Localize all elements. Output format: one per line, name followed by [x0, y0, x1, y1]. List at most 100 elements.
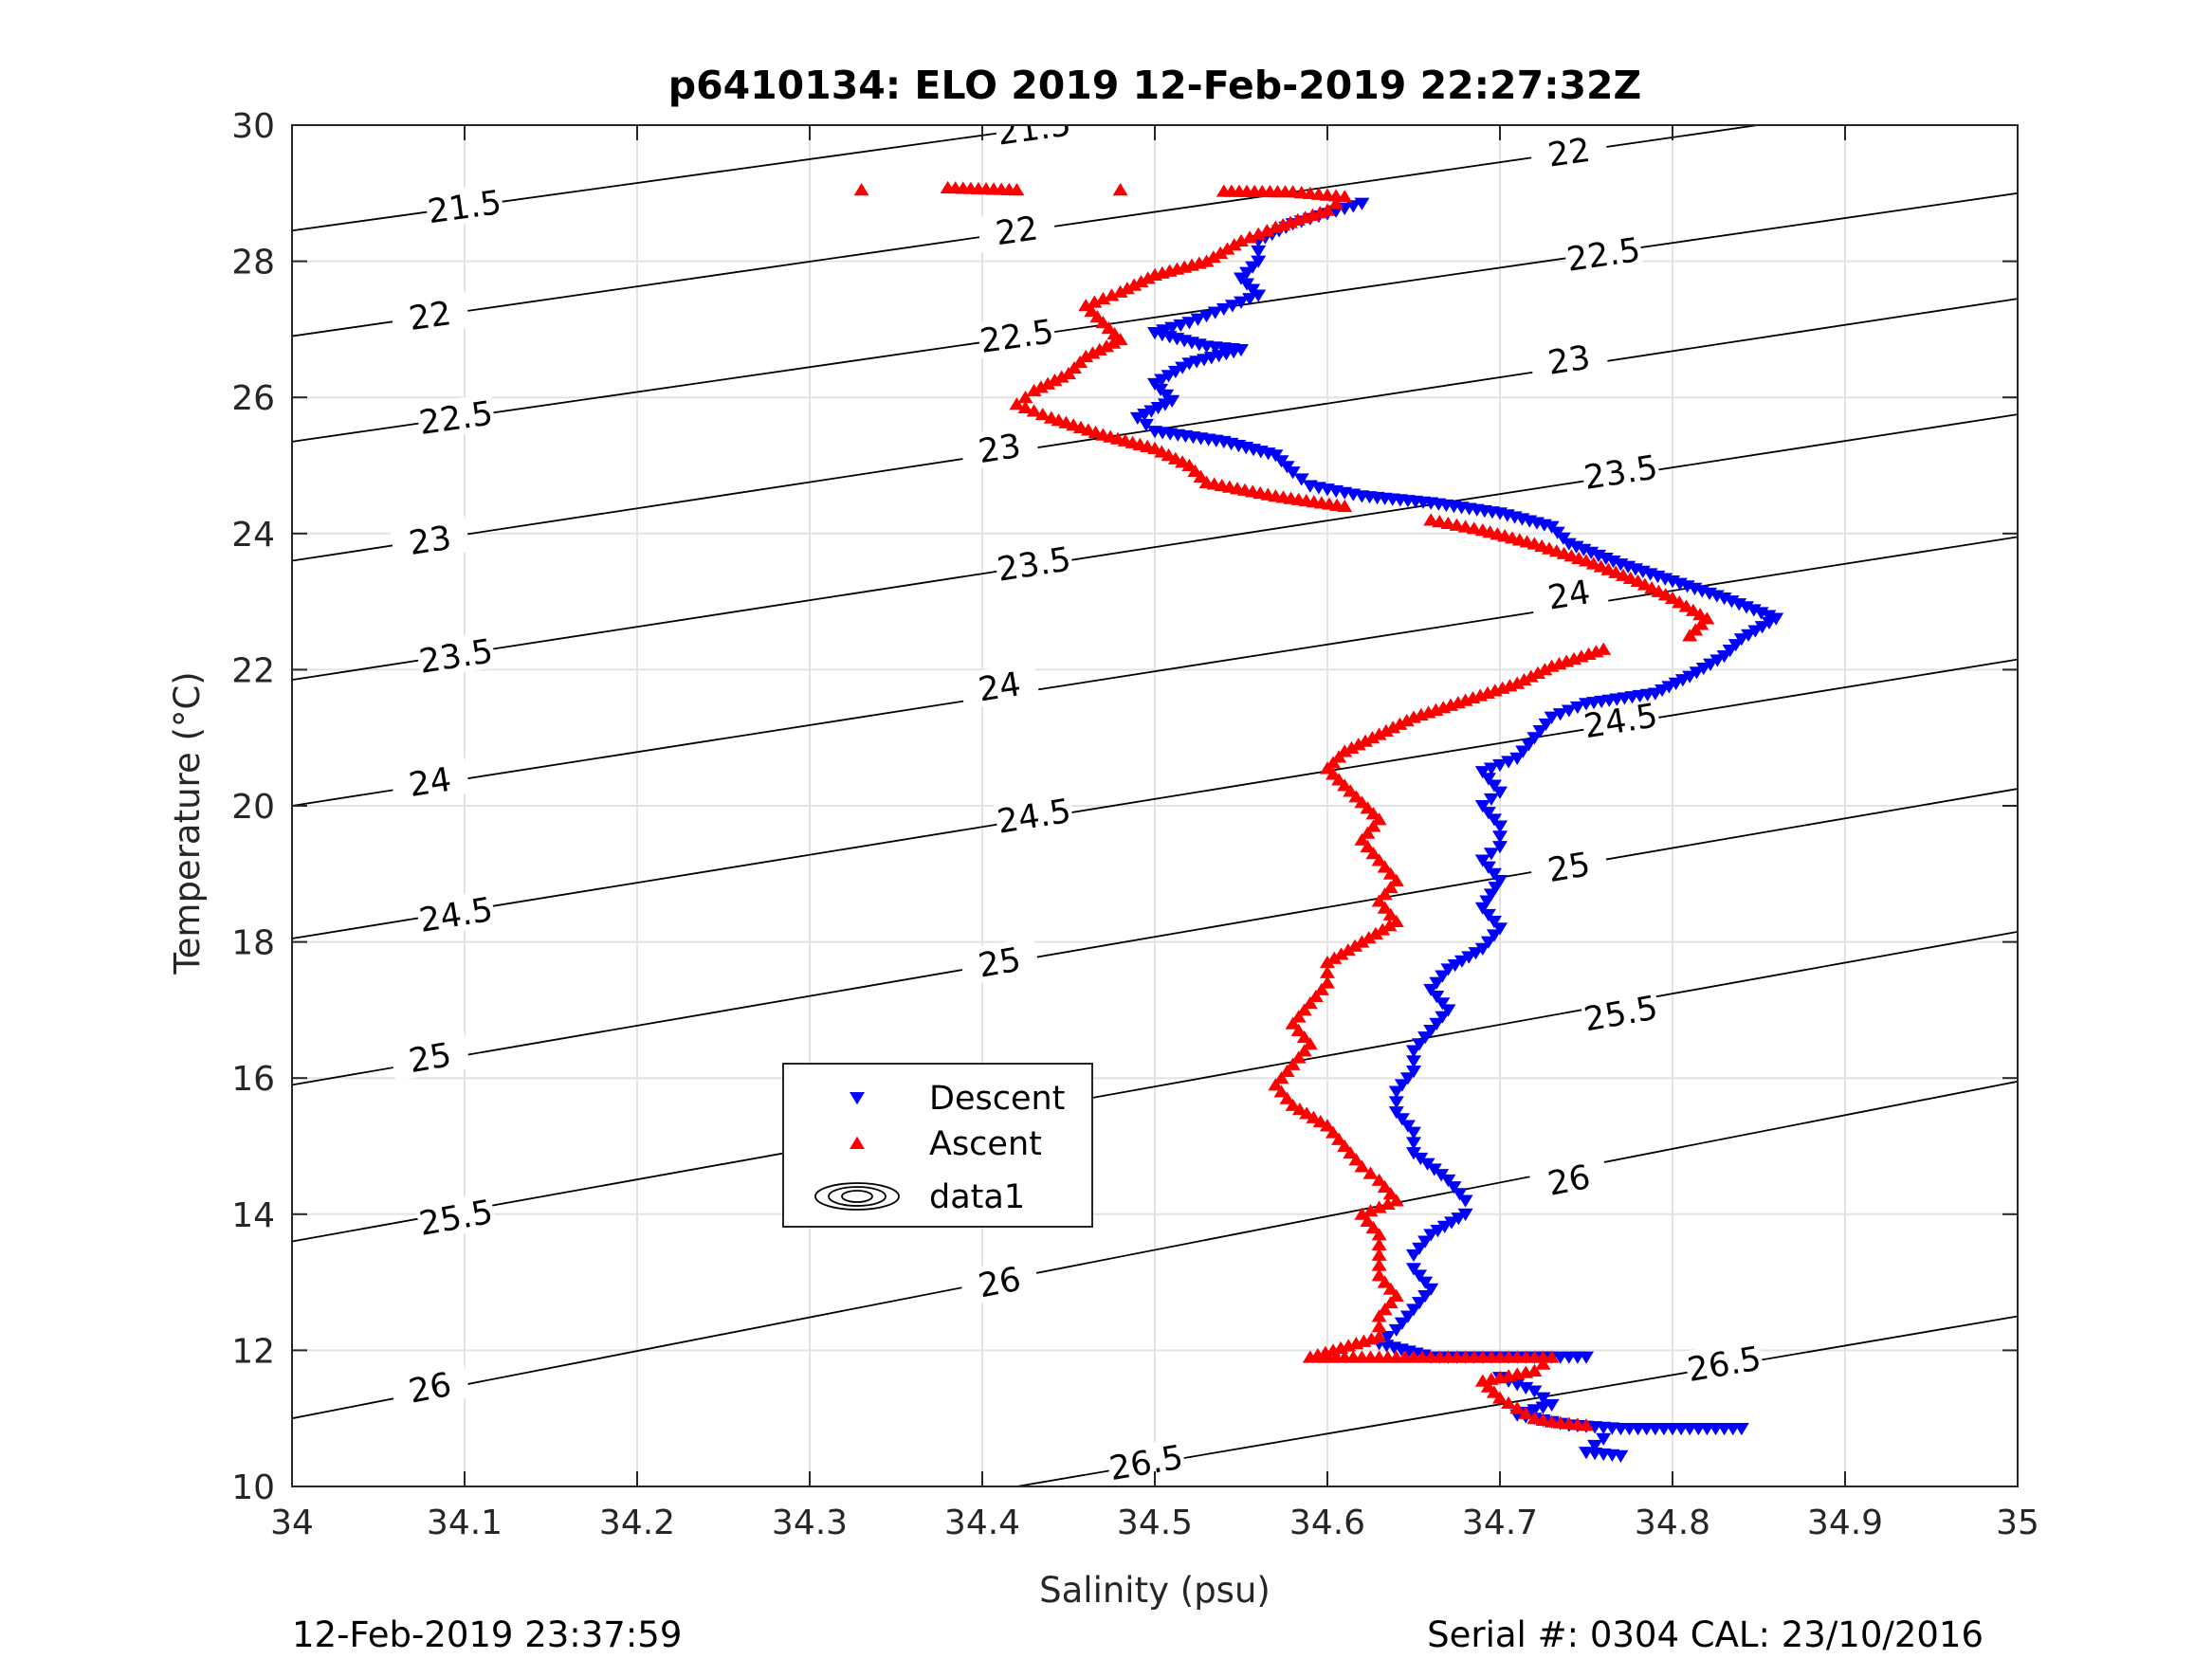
ascent-marker: [1354, 1207, 1370, 1220]
y-tick-label: 12: [231, 1332, 275, 1371]
ascent-marker: [1337, 499, 1353, 513]
descent-marker: [1579, 698, 1594, 711]
ascent-marker: [1273, 1071, 1289, 1085]
contour-label-bg: [1527, 842, 1610, 891]
descent-marker: [1488, 882, 1504, 895]
descent-marker: [1167, 365, 1183, 379]
ascent-marker: [1279, 1091, 1295, 1104]
descent-marker: [1486, 813, 1502, 827]
descent-marker: [1689, 666, 1705, 680]
footer-serial: Serial #: 0304 CAL: 23/10/2016: [1427, 1614, 1983, 1655]
descent-marker: [1190, 313, 1206, 326]
descent-marker: [1526, 1385, 1543, 1398]
ascent-marker: [1509, 1401, 1526, 1414]
descent-marker: [1754, 621, 1770, 634]
ascent-marker: [1423, 513, 1439, 526]
ascent-marker: [1492, 1391, 1508, 1404]
descent-marker: [1440, 963, 1456, 976]
ascent-marker: [1501, 1395, 1517, 1410]
ascent-marker: [1290, 1050, 1307, 1064]
descent-marker: [1444, 1216, 1460, 1230]
descent-marker: [1137, 409, 1153, 422]
descent-marker: [1406, 1045, 1421, 1058]
ascent-marker: [1320, 965, 1335, 978]
ascent-marker: [1087, 295, 1103, 308]
descent-marker: [1417, 1289, 1434, 1304]
descent-marker: [1457, 1208, 1473, 1221]
contour-label-bg: [1528, 335, 1610, 383]
contour-line: [292, 125, 1063, 232]
x-tick-label: 34.5: [1117, 1504, 1193, 1542]
ascent-marker: [1242, 230, 1258, 244]
contour-label-bg: [1528, 570, 1610, 618]
descent-marker: [1474, 800, 1490, 813]
descent-marker: [1596, 1432, 1612, 1446]
descent-marker: [1613, 1449, 1629, 1463]
legend-box: [782, 1063, 1093, 1228]
descent-marker: [1526, 732, 1543, 745]
ascent-marker: [1535, 1357, 1551, 1370]
ascent-marker: [1377, 860, 1393, 873]
descent-marker: [1447, 959, 1463, 973]
descent-marker: [1161, 370, 1177, 383]
x-tick-label: 34.2: [599, 1504, 675, 1542]
contour-label: 26: [1545, 1158, 1593, 1204]
descent-marker: [1394, 1317, 1410, 1330]
ascent-marker: [1382, 866, 1398, 880]
ascent-marker: [1535, 1413, 1551, 1426]
chart-title: p6410134: ELO 2019 12-Feb-2019 22:27:32Z: [668, 63, 1642, 108]
legend-contour-icon: [814, 1182, 900, 1211]
contour-label: 22: [1545, 132, 1593, 175]
descent-marker: [1457, 1194, 1473, 1208]
descent-marker: [1544, 711, 1560, 724]
ascent-marker: [1382, 1295, 1398, 1309]
contour-label-bg: [959, 424, 1040, 471]
contour-label: 24: [407, 761, 454, 805]
ascent-marker: [1388, 873, 1404, 886]
descent-marker: [1561, 704, 1577, 718]
ascent-marker: [1348, 1153, 1364, 1166]
descent-marker: [1474, 766, 1490, 779]
x-tick-label: 34.8: [1635, 1504, 1710, 1542]
ascent-marker: [1328, 196, 1344, 210]
descent-marker: [1412, 1297, 1428, 1310]
ascent-marker: [1325, 1125, 1342, 1139]
descent-marker: [1143, 405, 1160, 418]
ascent-marker: [1509, 1367, 1526, 1380]
descent-marker: [1492, 922, 1508, 936]
descent-marker: [1406, 1055, 1421, 1068]
descent-marker: [1423, 1024, 1439, 1038]
descent-marker: [1492, 841, 1508, 854]
ascent-marker: [1268, 1078, 1284, 1091]
footer-timestamp: 12-Feb-2019 23:37:59: [292, 1614, 682, 1655]
ascent-marker: [1365, 847, 1381, 860]
descent-marker: [1535, 1392, 1551, 1405]
descent-marker: [1440, 1004, 1456, 1017]
x-tick-label: 34.4: [944, 1504, 1020, 1542]
ascent-marker: [1251, 227, 1267, 240]
ascent-marker: [1360, 1213, 1376, 1227]
y-tick-label: 14: [231, 1196, 275, 1235]
ascent-marker: [1371, 1248, 1387, 1261]
contour-line: [292, 413, 2018, 682]
descent-marker: [1747, 625, 1764, 638]
ascent-marker: [1017, 400, 1033, 413]
descent-marker: [1417, 1276, 1434, 1289]
descent-marker: [1138, 418, 1154, 432]
descent-marker: [1436, 1220, 1453, 1233]
ascent-marker: [1371, 1200, 1387, 1213]
descent-marker: [1483, 888, 1499, 902]
ascent-marker: [1440, 516, 1456, 530]
contour-label-bg: [1580, 696, 1661, 744]
descent-marker: [1483, 848, 1499, 861]
descent-marker: [1521, 738, 1537, 752]
descent-marker: [1150, 401, 1166, 415]
descent-marker: [1388, 1085, 1404, 1099]
ascent-marker: [1095, 291, 1111, 305]
contour-label-bg: [424, 182, 505, 229]
ascent-marker: [1104, 288, 1120, 301]
descent-marker: [1486, 916, 1502, 929]
ascent-marker: [1285, 1057, 1301, 1070]
ascent-marker: [1579, 1418, 1594, 1431]
contour-label-bg: [390, 516, 470, 563]
